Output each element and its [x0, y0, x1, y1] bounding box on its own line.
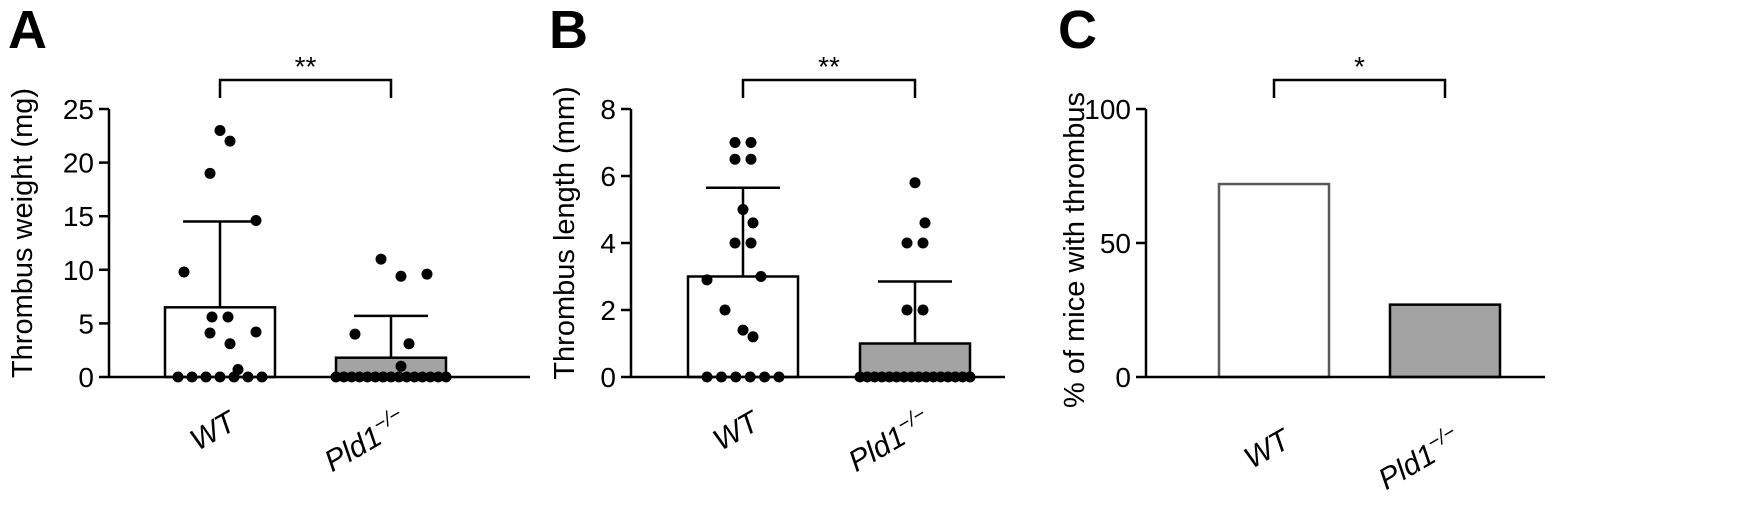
data-point — [349, 328, 361, 340]
data-point — [745, 153, 757, 165]
category-name: WT — [1239, 422, 1298, 475]
y-tick-label: 0 — [600, 362, 616, 393]
data-point — [745, 137, 757, 148]
data-point — [421, 268, 433, 280]
panel-letter-c: C — [1058, 0, 1097, 60]
data-point — [204, 167, 216, 179]
data-point — [745, 237, 757, 249]
significance-label: * — [1354, 51, 1365, 82]
bar-wt — [1217, 182, 1331, 379]
x-category-label: Pld1−/− — [1371, 421, 1466, 497]
data-point — [206, 311, 218, 323]
x-category-label: WT — [708, 404, 767, 457]
data-point — [222, 311, 234, 323]
data-point — [729, 237, 741, 249]
data-point — [747, 217, 759, 229]
significance-bracket — [218, 78, 393, 98]
data-point — [719, 304, 731, 316]
panel-letter-a: A — [8, 0, 47, 60]
bar-pld1 — [1388, 303, 1502, 379]
data-point — [755, 271, 767, 282]
data-point — [901, 304, 913, 316]
y-tick-label: 25 — [63, 94, 94, 125]
data-point — [701, 274, 713, 286]
y-tick-label: 0 — [1115, 362, 1131, 393]
data-point — [250, 326, 262, 338]
data-point — [901, 237, 913, 249]
data-point — [729, 153, 741, 165]
y-tick-label: 0 — [78, 362, 94, 393]
x-category-label: WT — [1239, 422, 1298, 475]
data-point — [909, 177, 921, 189]
y-axis-label: % of mice with thrombus — [1059, 92, 1091, 408]
data-point — [917, 304, 929, 316]
y-tick-label: 15 — [63, 201, 94, 232]
y-tick-label: 4 — [600, 228, 616, 259]
significance-bracket — [1272, 78, 1447, 98]
data-point — [224, 135, 236, 147]
x-category-label: Pld1−/− — [841, 403, 936, 479]
chart-panel-b: Thrombus length (mm) 0 2 4 6 8 ** WT Pld1−/− — [549, 51, 1005, 479]
bar-wt — [163, 306, 277, 379]
data-point — [919, 217, 931, 229]
significance-bracket — [741, 78, 917, 98]
bar-pld1 — [858, 342, 972, 379]
data-point — [395, 270, 407, 282]
data-point — [737, 204, 749, 215]
data-point — [178, 266, 190, 278]
data-point — [214, 124, 226, 136]
y-tick-label: 6 — [600, 161, 616, 192]
y-tick-label: 2 — [600, 295, 616, 326]
significance-label: ** — [818, 51, 840, 82]
significance-label: ** — [295, 51, 317, 82]
y-tick-label: 50 — [1100, 228, 1131, 259]
data-point — [737, 324, 749, 336]
y-tick-label: 8 — [600, 94, 616, 125]
y-axis-label: Thrombus weight (mg) — [7, 88, 39, 378]
chart-panel-a: Thrombus weight (mg) 0 5 10 15 20 25 ** WT Pld1−… — [7, 51, 530, 479]
data-point — [747, 331, 759, 343]
category-name: WT — [185, 404, 244, 457]
chart-panel-c: % of mice with thrombus 0 50 100 * WT Pld1−/− — [1059, 51, 1545, 497]
data-point — [729, 137, 741, 148]
y-tick-label: 5 — [78, 308, 94, 339]
data-point — [250, 214, 262, 226]
panel-letter-b: B — [549, 0, 588, 60]
data-point — [395, 360, 407, 372]
y-tick-label: 20 — [63, 148, 94, 179]
y-tick-label: 10 — [63, 255, 94, 286]
x-category-label: Pld1−/− — [317, 403, 412, 479]
y-tick-label: 100 — [1084, 94, 1131, 125]
data-point — [224, 338, 236, 350]
data-point — [403, 338, 415, 350]
y-axis-label: Thrombus length (mm) — [549, 86, 581, 379]
x-category-label: WT — [185, 404, 244, 457]
data-point — [375, 253, 387, 265]
category-name: WT — [708, 404, 767, 457]
data-point — [204, 327, 216, 339]
data-point — [917, 237, 929, 249]
